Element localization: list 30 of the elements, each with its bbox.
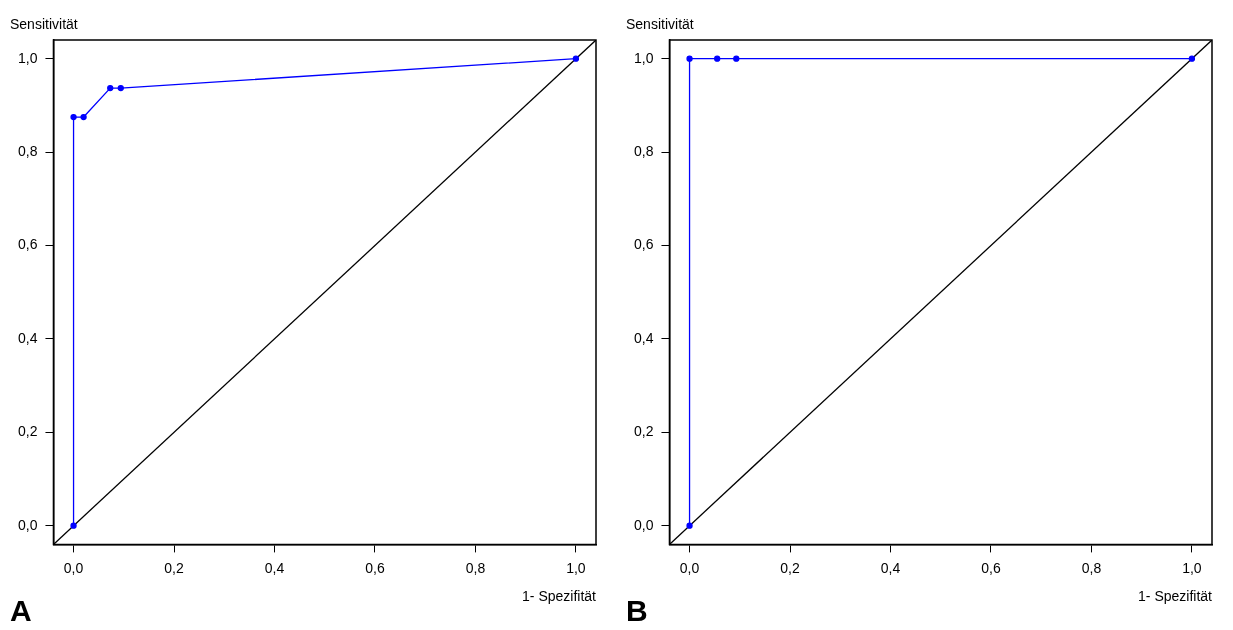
x-tick-label: 1,0	[566, 559, 586, 576]
text: B	[626, 594, 648, 628]
x-tick-label: 0,6	[981, 559, 1001, 576]
x-tick-label: 0,0	[679, 559, 700, 576]
y-tick-label: 0,4	[17, 329, 38, 346]
y-tick-label: 0,2	[17, 423, 38, 440]
x-tick-label: 1,0	[1182, 559, 1202, 576]
x-tick-label: 0,4	[880, 559, 901, 576]
y-axis-title: Sensitivität	[10, 15, 78, 32]
text: A	[10, 594, 32, 628]
x-axis-title: 1- Spezifität	[522, 588, 597, 605]
x-tick-label: 0,0	[63, 559, 84, 576]
y-tick-label: 0,6	[17, 236, 38, 253]
y-tick-label: 0,0	[17, 516, 38, 533]
y-tick-label: 0,0	[633, 516, 654, 533]
x-tick-label: 0,8	[465, 559, 486, 576]
y-axis-title: Sensitivität	[626, 15, 694, 32]
y-tick-label: 0,6	[633, 236, 654, 253]
y-tick-label: 0,2	[633, 423, 654, 440]
x-tick-label: 0,6	[365, 559, 385, 576]
x-tick-label: 0,4	[264, 559, 285, 576]
y-tick-label: 1,0	[17, 49, 38, 66]
y-tick-label: 1,0	[633, 49, 654, 66]
x-tick-label: 0,8	[1081, 559, 1102, 576]
y-tick-label: 0,8	[17, 142, 38, 159]
x-axis-title: 1- Spezifität	[1138, 588, 1213, 605]
y-tick-label: 0,4	[633, 329, 654, 346]
x-tick-label: 0,2	[164, 559, 184, 576]
y-tick-label: 0,8	[633, 142, 654, 159]
x-tick-label: 0,2	[780, 559, 800, 576]
